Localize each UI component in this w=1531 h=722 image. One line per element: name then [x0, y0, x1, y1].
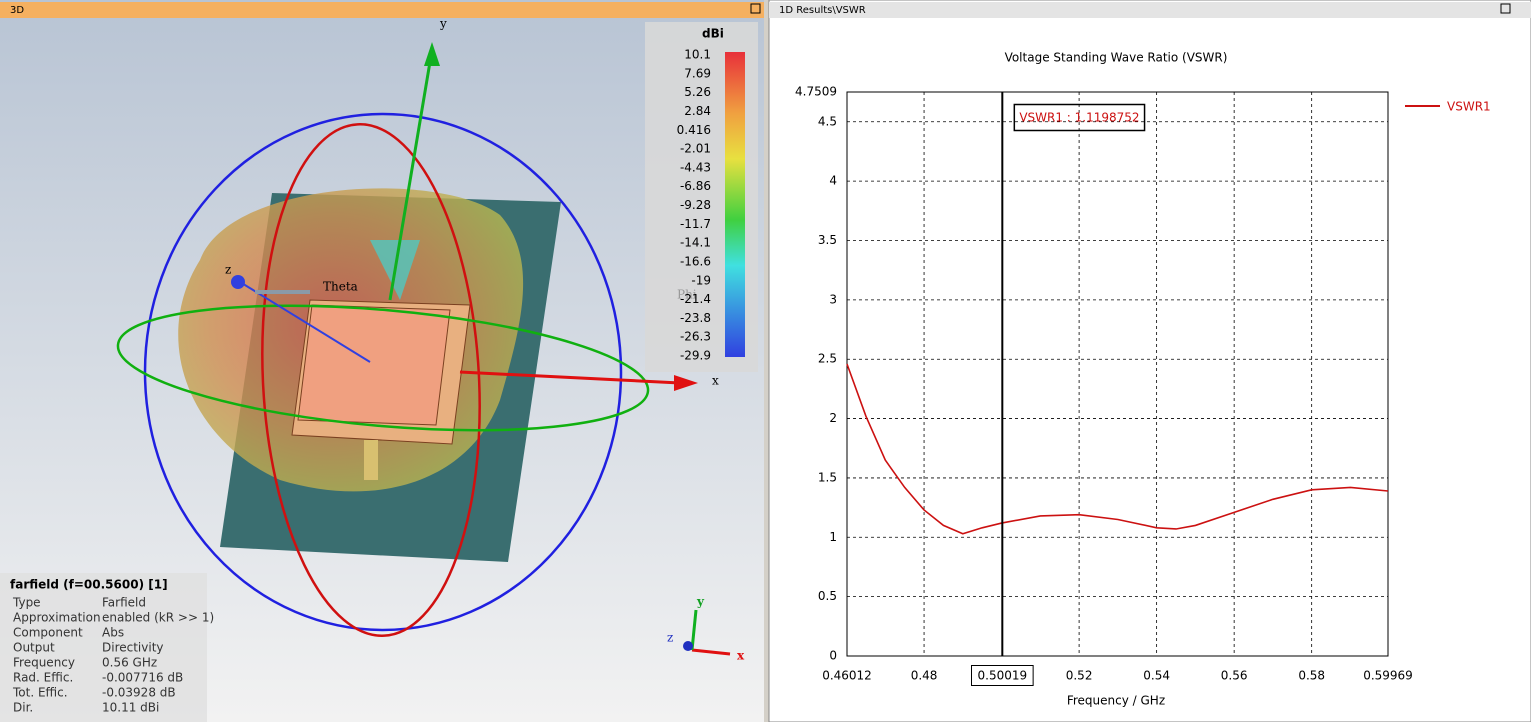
horizon-circle — [116, 304, 650, 432]
colorbar-unit: dBi — [702, 27, 724, 41]
x-tick-label: 0.52 — [1066, 669, 1093, 683]
y-tick-label: 0 — [829, 649, 837, 663]
colorbar-label: -6.86 — [680, 179, 711, 193]
colorbar-label: 7.69 — [684, 66, 711, 80]
x-tick-label: 0.46012 — [822, 669, 872, 683]
chart-title: Voltage Standing Wave Ratio (VSWR) — [1005, 51, 1228, 65]
panel-header — [769, 2, 1531, 18]
info-value: Directivity — [102, 641, 164, 655]
series-line — [846, 363, 1389, 535]
colorbar-label: -16.6 — [680, 254, 711, 268]
info-title: farfield (f=00.5600) [1] — [10, 578, 168, 592]
colorbar-label: 0.416 — [677, 123, 711, 137]
maximize-button[interactable] — [750, 3, 761, 14]
marker-x-label: 0.50019 — [978, 669, 1028, 683]
y-tick-label: 0.5 — [818, 589, 837, 603]
info-value: -0.03928 dB — [102, 686, 176, 700]
axis-label: Phi — [677, 288, 697, 302]
x-tick-label: 0.59969 — [1363, 669, 1413, 683]
axis-label: Theta — [323, 280, 358, 294]
colorbar-label: -19 — [691, 273, 711, 287]
mini-axis-label: x — [737, 649, 745, 663]
x-tick-label: 0.56 — [1221, 669, 1248, 683]
y-tick-label: 3.5 — [818, 233, 837, 247]
arrow-head — [231, 275, 245, 289]
x-tick-label: 0.48 — [911, 669, 938, 683]
y-tick-label: 4.7509 — [795, 85, 837, 99]
colorbar-label: -11.7 — [680, 217, 711, 231]
mini-axis-label: y — [696, 595, 705, 609]
info-value: enabled (kR >> 1) — [102, 611, 214, 625]
y-tick-label: 3 — [829, 292, 837, 306]
maximize-button[interactable] — [1500, 3, 1511, 14]
marker-label-box — [1013, 103, 1146, 132]
y-axis-arrow — [388, 49, 434, 301]
arrow-head — [674, 375, 698, 391]
mini-axis-label: z — [667, 631, 673, 645]
feed-line — [364, 440, 378, 480]
info-value: 0.56 GHz — [102, 656, 157, 670]
info-value: Farfield — [102, 596, 146, 610]
axis-label: y — [439, 17, 447, 31]
info-value: -0.007716 dB — [102, 671, 183, 685]
info-key: Dir. — [13, 701, 33, 715]
results-panel — [768, 0, 1531, 722]
marker-label: VSWR1 : 1.1198752 — [1019, 111, 1139, 125]
info-key: Type — [12, 596, 41, 610]
y-tick-label: 1.5 — [818, 470, 837, 484]
info-key: Approximation — [13, 611, 101, 625]
panel-title: 3D — [10, 5, 24, 16]
x-axis-title: Frequency / GHz — [1067, 694, 1165, 708]
colorbar-label: -29.9 — [680, 349, 711, 363]
info-key: Output — [13, 641, 55, 655]
colorbar-label: 2.84 — [684, 104, 711, 118]
phi-circle — [143, 112, 623, 632]
mini-y-axis — [690, 609, 698, 651]
z-axis-arrow — [239, 281, 371, 363]
panel-header — [0, 2, 764, 18]
x-tick-label: 0.58 — [1298, 669, 1325, 683]
axis-label: x — [712, 374, 719, 388]
colorbar-label: -23.8 — [680, 311, 711, 325]
patch — [297, 304, 451, 426]
y-tick-label: 1 — [829, 530, 837, 544]
colorbar-label: -14.1 — [680, 236, 711, 250]
mini-z-axis — [683, 641, 693, 651]
info-value: Abs — [102, 626, 124, 640]
panel-title: 1D Results\VSWR — [779, 5, 866, 16]
y-tick-label: 2 — [829, 411, 837, 425]
colorbar — [725, 52, 745, 357]
colorbar-label: 10.1 — [684, 48, 711, 62]
colorbar-label: -26.3 — [680, 330, 711, 344]
legend-label: VSWR1 — [1447, 100, 1491, 114]
colorbar-label: 5.26 — [684, 85, 711, 99]
colorbar-label: -21.4 — [680, 292, 711, 306]
info-key: Component — [13, 626, 83, 640]
info-box — [0, 573, 207, 722]
info-key: Rad. Effic. — [13, 671, 73, 685]
y-tick-label: 4.5 — [818, 114, 837, 128]
info-key: Tot. Effic. — [12, 686, 68, 700]
marker-x-box — [971, 665, 1034, 686]
x-axis-arrow — [459, 370, 681, 385]
y-tick-label: 4 — [829, 174, 837, 188]
colorbar-label: -2.01 — [680, 142, 711, 156]
y-tick-label: 2.5 — [818, 352, 837, 366]
info-value: 10.11 dBi — [102, 701, 159, 715]
colorbar-label: -4.43 — [680, 160, 711, 174]
axis-label: z — [225, 263, 231, 277]
plot-frame — [846, 91, 1389, 657]
info-key: Frequency — [13, 656, 75, 670]
x-tick-label: 0.54 — [1143, 669, 1170, 683]
mini-x-axis — [691, 648, 731, 656]
arrow-head — [424, 42, 440, 66]
colorbar-label: -9.28 — [680, 198, 711, 212]
